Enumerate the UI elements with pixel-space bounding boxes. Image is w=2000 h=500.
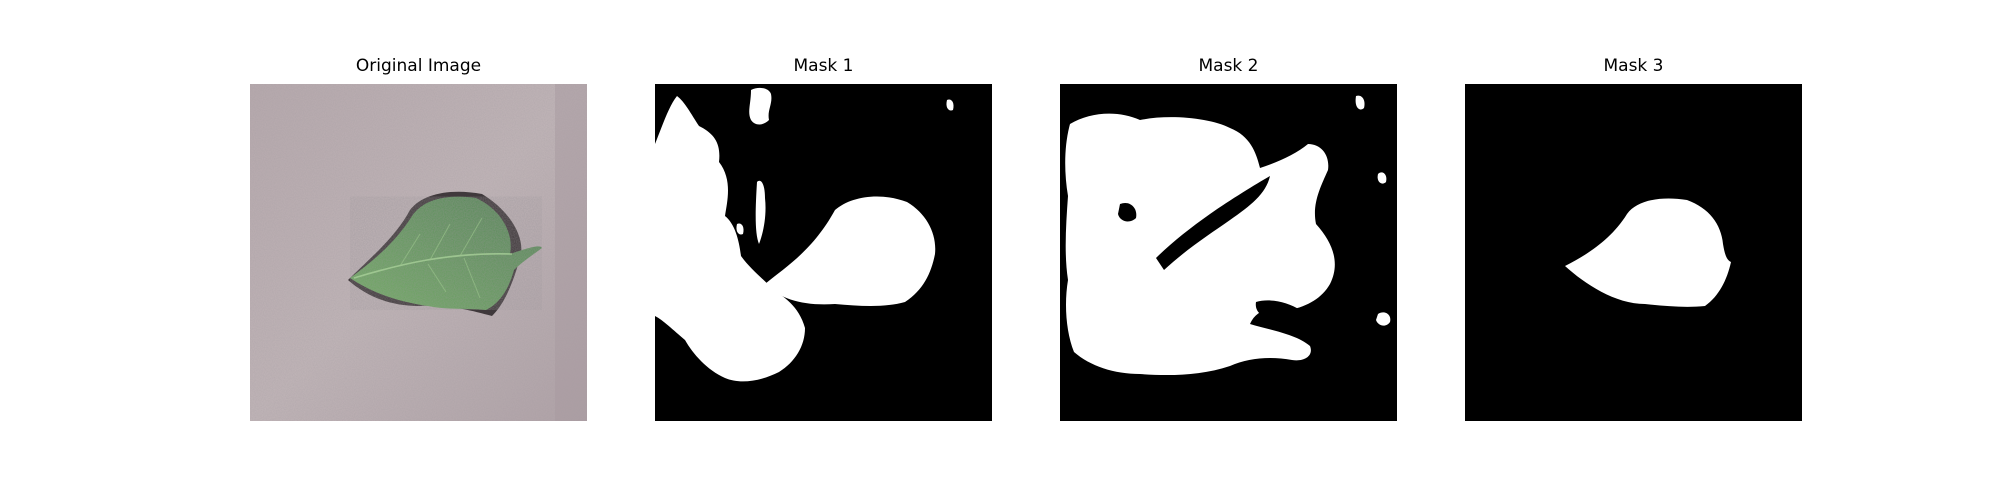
mask-region-leaf — [1565, 198, 1731, 307]
mask-region-left — [655, 96, 805, 382]
mask-hole-lower — [1255, 300, 1302, 323]
panel-mask-1: Mask 1 — [655, 56, 992, 421]
mask-region-right-dot — [1376, 312, 1391, 326]
panel-mask-3: Mask 3 — [1465, 56, 1802, 421]
mask-region-speck — [736, 223, 744, 235]
leaf — [350, 196, 542, 310]
mask-region-top-blob — [749, 87, 772, 125]
mask-1-image — [655, 84, 992, 421]
mask-region-leaf — [765, 196, 936, 306]
panel-mask-2: Mask 2 — [1060, 56, 1397, 421]
mask-region-stalk — [755, 180, 766, 244]
mask-region-top-right — [1355, 95, 1365, 110]
panel-title: Mask 1 — [793, 56, 854, 76]
photo-right-edge-shade — [555, 84, 587, 421]
mask-hole-inner — [1118, 202, 1137, 222]
panel-title: Mask 2 — [1198, 56, 1259, 76]
mask-hole-diagonal — [1156, 176, 1270, 270]
panel-title: Original Image — [355, 56, 482, 76]
mask-region-dot — [946, 99, 954, 111]
panel-original-image: Original Image — [250, 56, 587, 421]
original-leaf-photo — [250, 84, 587, 421]
mask-3-image — [1465, 84, 1802, 421]
panel-title: Mask 3 — [1603, 56, 1664, 76]
leaf-midrib — [353, 252, 513, 279]
mask-2-image — [1060, 84, 1397, 421]
mask-region-right-speck — [1377, 172, 1387, 184]
leaf-veins — [399, 217, 483, 299]
